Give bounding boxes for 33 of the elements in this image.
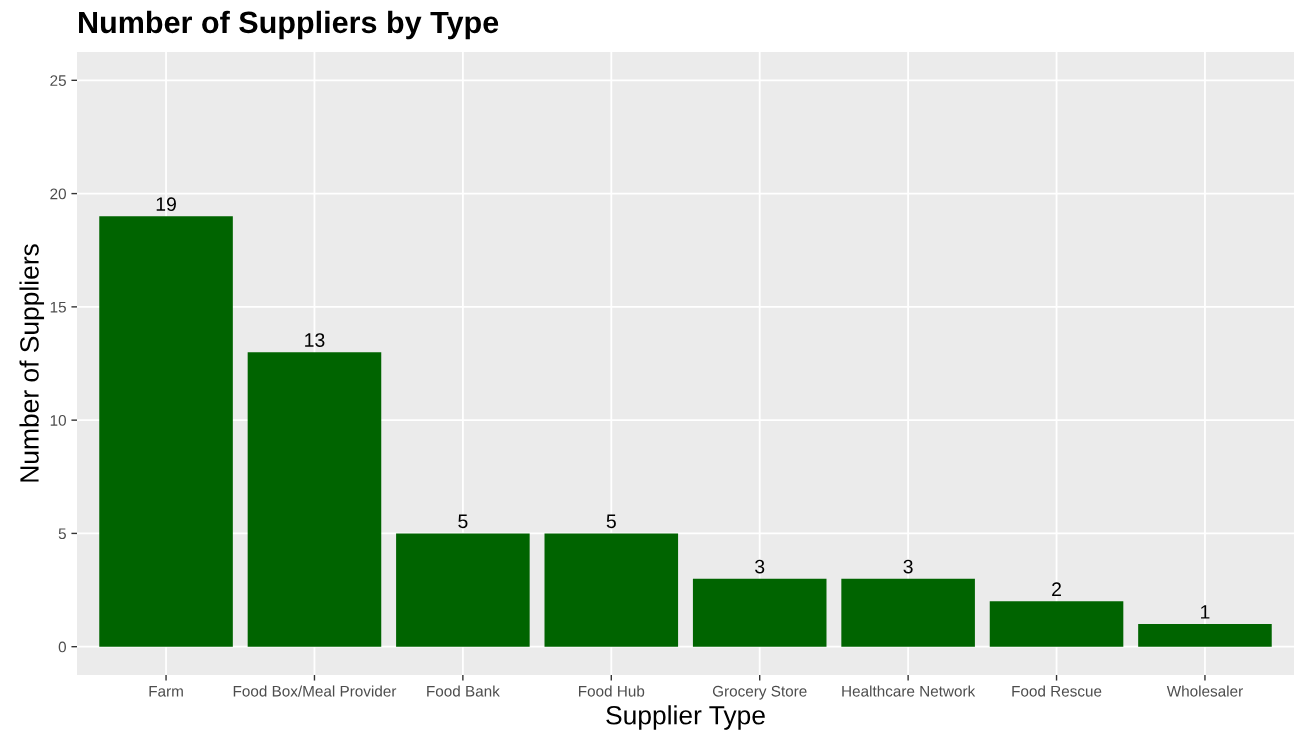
- x-tick-label: Food Box/Meal Provider: [233, 685, 397, 697]
- data-label: 3: [903, 559, 913, 574]
- bar: [247, 352, 382, 647]
- x-tick-label: Healthcare Network: [842, 685, 976, 697]
- data-label: 13: [305, 333, 325, 347]
- y-tick-label: 10: [50, 415, 66, 426]
- x-tick-label: Grocery Store: [712, 685, 807, 700]
- bar: [1138, 624, 1272, 647]
- data-label: 5: [458, 514, 468, 529]
- y-tick-label: 15: [50, 301, 66, 313]
- chart-title: Number of Suppliers by Type: [79, 10, 499, 40]
- bar: [841, 578, 975, 647]
- data-label: 19: [156, 197, 176, 212]
- x-tick-label: Food Bank: [427, 685, 500, 697]
- y-tick-label: 20: [50, 188, 66, 200]
- x-axis-title: Supplier Type: [606, 705, 765, 730]
- bar: [99, 216, 233, 647]
- data-label: 5: [606, 514, 616, 529]
- x-tick-label: Wholesaler: [1166, 685, 1243, 697]
- bar: [989, 601, 1124, 647]
- data-label: 3: [755, 559, 765, 574]
- x-tick-label: Food Rescue: [1012, 685, 1102, 697]
- y-tick-label: 0: [58, 641, 66, 653]
- bar: [396, 533, 530, 647]
- y-tick-label: 5: [58, 528, 66, 540]
- x-tick-label: Food Hub: [579, 685, 645, 697]
- y-tick-label: 25: [50, 75, 66, 86]
- x-tick-label: Farm: [149, 685, 183, 697]
- data-label: 1: [1201, 605, 1210, 619]
- y-axis-title: Number of Suppliers: [19, 244, 45, 482]
- bar: [544, 533, 679, 647]
- data-label: 2: [1052, 582, 1061, 596]
- bar: [692, 578, 827, 647]
